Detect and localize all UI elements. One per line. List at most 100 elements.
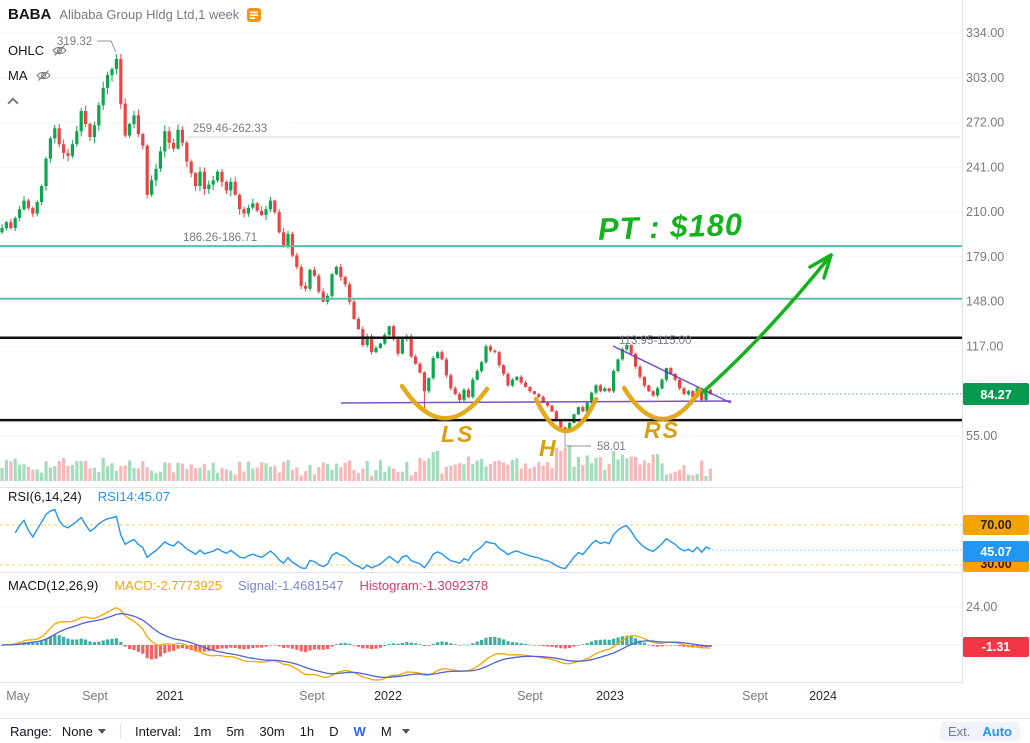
symbol-title[interactable]: BABA [8, 6, 52, 23]
price-target-label[interactable]: PT : $180 [597, 207, 743, 247]
head-arc-drawing[interactable] [533, 396, 599, 433]
target-arrow-drawing[interactable] [701, 253, 833, 394]
interval-button-m[interactable]: M [380, 723, 392, 739]
ext-button[interactable]: Ext. [947, 723, 971, 739]
candle-body [48, 138, 52, 159]
macd-histogram-bar [365, 645, 369, 649]
volume-bar [13, 458, 17, 481]
left-shoulder-arc-drawing[interactable] [399, 383, 490, 421]
candle-body [145, 145, 149, 195]
candle-body [202, 171, 206, 189]
volume-bar [251, 468, 255, 481]
candle-body [374, 347, 378, 353]
right-shoulder-label[interactable]: RS [644, 417, 680, 443]
left-shoulder-label[interactable]: LS [441, 421, 474, 447]
ma-label[interactable]: MA [8, 68, 28, 83]
time-axis-label[interactable]: Sept [517, 689, 543, 703]
chart-canvas[interactable]: 319.32 259.46-262.33 186.26-186.71 113.9… [0, 0, 1030, 718]
macd-title[interactable]: MACD(12,26,9) [8, 578, 99, 593]
macd-histogram-bar [216, 645, 220, 649]
macd-histogram-bar [299, 645, 303, 652]
macd-histogram-bar [277, 645, 281, 647]
interval-dropdown-caret[interactable] [401, 728, 410, 734]
time-axis-label[interactable]: 2024 [809, 689, 837, 703]
time-axis-label[interactable]: Sept [742, 689, 768, 703]
volume-bar [700, 460, 704, 481]
macd-histogram-bar [110, 638, 114, 645]
collapse-chevron-icon[interactable] [7, 97, 19, 109]
volume-bar [31, 469, 35, 481]
macd-histogram-bar [396, 643, 400, 645]
candle-body [132, 115, 136, 124]
macd-histogram-bar [414, 643, 418, 645]
macd-histogram-bar [339, 643, 343, 645]
interval-button-1h[interactable]: 1h [299, 723, 315, 739]
user-drawings[interactable]: LS H RS PT : $180 [340, 207, 833, 461]
macd-histogram-bar [321, 645, 325, 650]
volume-bar [180, 463, 184, 481]
time-axis-label[interactable]: 2021 [156, 689, 184, 703]
macd-histogram-bar [475, 641, 479, 645]
symbol-description[interactable]: Alibaba Group Hldg Ltd,1 week [59, 7, 240, 22]
candle-body [603, 388, 607, 392]
volume-bar [607, 463, 611, 481]
time-axis[interactable]: May Sept 2021 Sept 2022 Sept 2023 Sept 2024 [6, 689, 837, 703]
price-axis[interactable]: 334.00 303.00 272.00 241.00 210.00 179.00 148.… [966, 26, 1004, 443]
descending-trendline-drawing[interactable] [612, 345, 732, 404]
time-axis-label[interactable]: Sept [82, 689, 108, 703]
macd-histogram-bar [409, 642, 413, 645]
rsi-title[interactable]: RSI(6,14,24) [8, 489, 82, 504]
ohlc-label[interactable]: OHLC [8, 43, 45, 58]
volume-bar [132, 468, 136, 481]
volume-bar [123, 465, 127, 481]
macd-histogram-bar [625, 635, 629, 645]
macd-histogram-bar [154, 645, 158, 659]
candle-body [691, 391, 695, 397]
candle-body [576, 407, 580, 415]
macd-histogram-bar [590, 641, 594, 645]
interval-button-w[interactable]: W [353, 723, 366, 739]
volume-bar [493, 461, 497, 481]
time-axis-label[interactable]: Sept [299, 689, 325, 703]
head-label[interactable]: H [539, 435, 558, 461]
volume-bar [629, 456, 633, 481]
macd-histogram-bar [664, 645, 668, 646]
interval-button-5m[interactable]: 5m [226, 723, 245, 739]
eye-off-icon[interactable] [52, 43, 67, 58]
time-axis-label[interactable]: 2023 [596, 689, 624, 703]
eye-off-icon[interactable] [36, 68, 51, 83]
interval-button-d[interactable]: D [329, 723, 339, 739]
macd-histogram-bar [194, 645, 198, 652]
gap-label-bg [190, 121, 290, 135]
histogram-readout: Histogram:-1.3092378 [359, 578, 489, 593]
macd-histogram-bar [132, 645, 136, 650]
volume-bar [563, 447, 567, 481]
support-resistance-lines[interactable] [0, 245, 962, 422]
range-dropdown[interactable]: None [62, 724, 106, 739]
notes-icon[interactable] [247, 7, 262, 22]
candle-body [546, 402, 550, 406]
volume-bar [537, 462, 541, 481]
macd-histogram-bar [176, 645, 180, 649]
candle-body [26, 200, 30, 208]
volume-bar [361, 468, 365, 481]
candle-body [497, 352, 501, 366]
time-axis-label[interactable]: May [6, 689, 30, 703]
candle-body [365, 336, 369, 345]
interval-button-30m[interactable]: 30m [259, 723, 285, 739]
candle-body [268, 200, 272, 210]
macd-histogram-bar [84, 639, 88, 645]
volume-bar [207, 470, 211, 481]
candle-body [422, 372, 426, 392]
volume-bar [581, 464, 585, 481]
right-shoulder-arc-drawing[interactable] [621, 385, 703, 422]
candle-body [664, 368, 668, 380]
gap-range-label: 259.46-262.33 [193, 123, 267, 135]
time-axis-label[interactable]: 2022 [374, 689, 402, 703]
auto-button[interactable]: Auto [982, 723, 1012, 739]
candle-body [700, 388, 704, 400]
interval-button-1m[interactable]: 1m [193, 723, 212, 739]
candle-body [541, 397, 545, 403]
rsi-upper-badge: 70.00 [963, 515, 1029, 535]
volume-bar [370, 475, 374, 481]
